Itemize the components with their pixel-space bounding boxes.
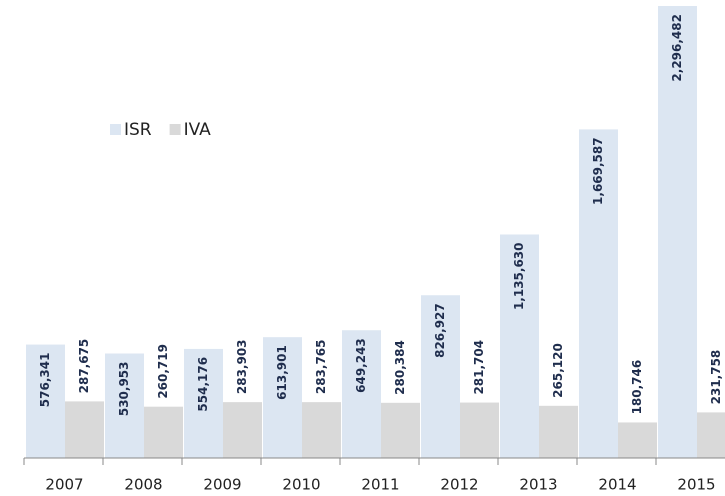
value-label: 283,765 (314, 339, 328, 394)
value-label: 576,341 (38, 353, 52, 408)
value-label: 281,704 (472, 340, 486, 395)
bar (697, 412, 725, 458)
value-label: 231,758 (709, 350, 723, 405)
x-tick-label: 2013 (519, 476, 557, 494)
x-tick-label: 2015 (677, 476, 715, 494)
bar (26, 344, 65, 458)
bar (184, 348, 223, 458)
x-tick-label: 2008 (124, 476, 162, 494)
bar (579, 129, 618, 459)
x-tick-label: 2011 (361, 476, 399, 494)
value-label: 260,719 (156, 344, 170, 399)
value-label: 826,927 (433, 303, 447, 358)
bar (421, 295, 460, 458)
value-label: 287,675 (77, 339, 91, 394)
value-label: 1,669,587 (591, 137, 605, 205)
value-label: 180,746 (630, 360, 644, 415)
value-label: 1,135,630 (512, 242, 526, 310)
x-tick-label: 2014 (598, 476, 636, 494)
bar (460, 402, 499, 458)
bar (223, 402, 262, 458)
value-label: 265,120 (551, 343, 565, 398)
value-label: 613,901 (275, 345, 289, 400)
x-tick-label: 2012 (440, 476, 478, 494)
bar (539, 405, 578, 458)
x-tick-label: 2010 (282, 476, 320, 494)
bar (65, 401, 104, 458)
legend-swatch (110, 124, 121, 135)
legend-label: ISR (124, 120, 152, 140)
bar (263, 337, 302, 458)
bar (618, 422, 657, 458)
bar (342, 330, 381, 458)
value-label: 649,243 (354, 338, 368, 393)
value-label: 283,903 (235, 339, 249, 394)
bar (381, 402, 420, 458)
bar (302, 402, 341, 458)
bar (144, 406, 183, 458)
legend-label: IVA (184, 120, 212, 140)
x-tick-label: 2009 (203, 476, 241, 494)
value-label: 554,176 (196, 357, 210, 412)
bar (105, 353, 144, 458)
bar (500, 234, 539, 458)
x-tick-label: 2007 (45, 476, 83, 494)
value-label: 280,384 (393, 340, 407, 395)
value-label: 2,296,482 (670, 14, 684, 82)
bar (658, 6, 697, 458)
legend-swatch (169, 124, 181, 135)
value-label: 530,953 (117, 361, 131, 416)
